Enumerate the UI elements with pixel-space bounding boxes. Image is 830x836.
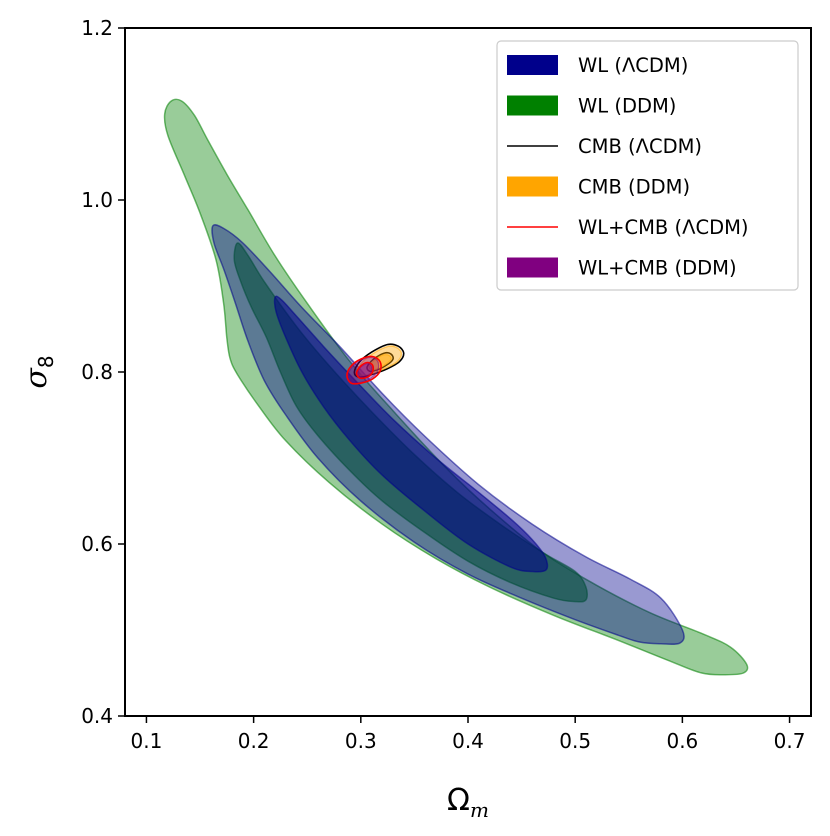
legend-label-wl-cmb-ddm: WL+CMB (DDM) <box>578 257 737 280</box>
legend-label-cmb-lcdm: CMB (ΛCDM) <box>578 135 702 158</box>
y-tick-label: 0.4 <box>81 704 113 728</box>
y-tick-label: 1.2 <box>81 16 113 40</box>
wl-cmb-lcdm-outer-contour <box>346 355 382 385</box>
x-axis-label: Ωm <box>447 783 489 822</box>
wl-lcdm-inner-contour <box>273 295 549 573</box>
wl-ddm-outer-contour <box>163 98 749 676</box>
legend-label-wl-cmb-lcdm: WL+CMB (ΛCDM) <box>578 216 749 239</box>
x-tick-label: 0.6 <box>666 729 698 753</box>
wl-lcdm-outer-contour <box>211 224 685 645</box>
x-axis-ticks: 0.1 0.2 0.3 0.4 0.5 0.6 0.7 <box>131 716 806 753</box>
legend-label-wl-ddm: WL (DDM) <box>578 95 676 118</box>
x-tick-label: 0.7 <box>774 729 806 753</box>
x-tick-label: 0.4 <box>452 729 484 753</box>
y-tick-label: 1.0 <box>81 188 113 212</box>
legend-swatch-wl-lcdm <box>507 55 558 75</box>
legend-swatch-wl-ddm <box>507 95 558 116</box>
legend: WL (ΛCDM) WL (DDM) CMB (ΛCDM) CMB (DDM) WL+C… <box>496 40 799 291</box>
legend-box <box>496 40 799 291</box>
x-tick-label: 0.5 <box>559 729 591 753</box>
legend-swatch-wl-cmb-ddm <box>507 257 558 278</box>
x-tick-label: 0.3 <box>345 729 377 753</box>
y-tick-label: 0.6 <box>81 532 113 556</box>
y-tick-label: 0.8 <box>81 360 113 384</box>
legend-swatch-cmb-ddm <box>507 176 558 197</box>
legend-label-cmb-ddm: CMB (DDM) <box>578 176 690 199</box>
wl-cmb-lcdm-inner-contour <box>355 361 375 380</box>
x-tick-label: 0.1 <box>131 729 163 753</box>
x-tick-label: 0.2 <box>238 729 270 753</box>
y-axis-label: σ8 <box>19 355 58 388</box>
legend-label-wl-lcdm: WL (ΛCDM) <box>578 54 688 77</box>
contour-layer <box>163 98 749 676</box>
y-axis-ticks: 0.4 0.6 0.8 1.0 1.2 <box>81 16 125 728</box>
